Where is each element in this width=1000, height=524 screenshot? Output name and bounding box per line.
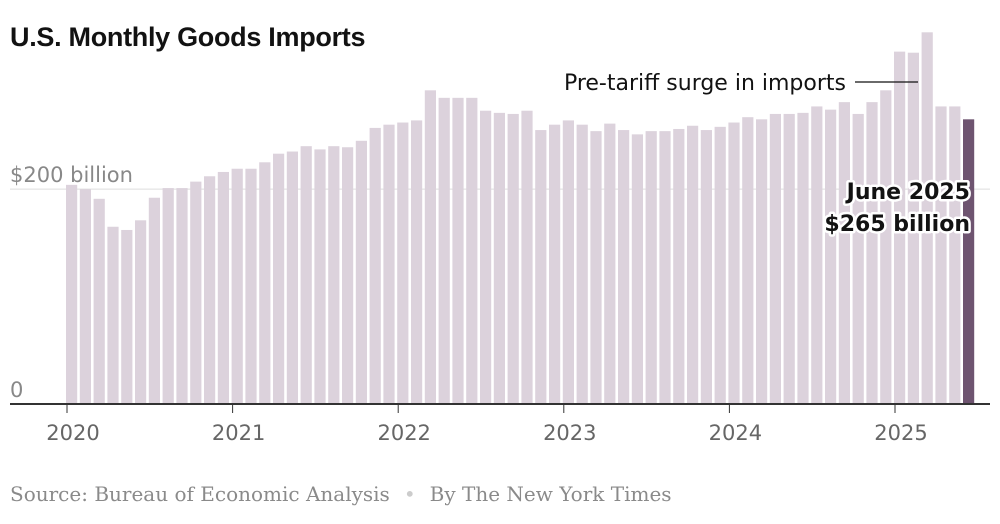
annotation-surge: Pre-tariff surge in imports bbox=[564, 71, 846, 96]
bar bbox=[79, 189, 91, 404]
bar bbox=[397, 122, 409, 404]
bar bbox=[411, 120, 423, 404]
bar bbox=[825, 109, 837, 404]
bar bbox=[535, 130, 547, 405]
bar bbox=[217, 171, 229, 404]
annotation-june-2025: June 2025 bbox=[845, 180, 970, 205]
bar bbox=[921, 32, 933, 404]
bar bbox=[493, 112, 505, 405]
bar bbox=[714, 126, 726, 404]
bar bbox=[880, 90, 892, 405]
bar bbox=[866, 102, 878, 404]
y-tick-label: 0 bbox=[10, 378, 23, 402]
bar bbox=[756, 119, 768, 405]
bar bbox=[631, 134, 643, 404]
bar bbox=[438, 97, 450, 404]
y-tick-label: $200 billion bbox=[10, 163, 133, 187]
x-tick-label: 2021 bbox=[212, 421, 265, 445]
bar bbox=[424, 90, 436, 405]
annotation-value-265: $265 billion bbox=[824, 212, 970, 237]
bar bbox=[907, 52, 919, 405]
source-line: Source: Bureau of Economic Analysis • By T… bbox=[10, 482, 672, 506]
bar bbox=[121, 229, 133, 404]
labels: 0 $200 billion 2020 2021 2022 2023 2024 2025 Pre… bbox=[10, 71, 973, 445]
bar bbox=[383, 124, 395, 404]
bar bbox=[93, 198, 105, 404]
bar bbox=[135, 220, 147, 404]
bar bbox=[176, 188, 188, 404]
bar bbox=[507, 113, 519, 404]
bar bbox=[480, 110, 492, 404]
bar bbox=[852, 113, 864, 404]
x-tick-label: 2022 bbox=[377, 421, 430, 445]
bar bbox=[162, 188, 174, 404]
bar bbox=[645, 131, 657, 405]
bar bbox=[107, 226, 119, 404]
bar bbox=[894, 51, 906, 405]
bar bbox=[687, 125, 699, 404]
byline: By The New York Times bbox=[429, 482, 672, 506]
x-tick-label: 2023 bbox=[543, 421, 596, 445]
bar bbox=[190, 181, 202, 404]
bar bbox=[797, 112, 809, 405]
bar bbox=[66, 184, 78, 404]
bar bbox=[204, 176, 216, 404]
bar bbox=[935, 106, 947, 405]
bar bbox=[659, 131, 671, 405]
bar bbox=[576, 124, 588, 404]
bar bbox=[452, 97, 464, 404]
bar bbox=[783, 113, 795, 404]
bar bbox=[769, 113, 781, 404]
bar bbox=[231, 168, 243, 404]
x-tick-label: 2020 bbox=[46, 421, 99, 445]
bar bbox=[245, 168, 257, 404]
bar bbox=[259, 162, 271, 404]
bar bbox=[369, 127, 381, 404]
separator-dot: • bbox=[403, 482, 416, 506]
bar bbox=[700, 130, 712, 405]
bars bbox=[66, 32, 975, 405]
bar bbox=[314, 149, 326, 404]
bar bbox=[300, 146, 312, 404]
bar-chart: 0 $200 billion 2020 2021 2022 2023 2024 2025 Pre… bbox=[10, 32, 990, 445]
bar bbox=[342, 147, 354, 404]
axes bbox=[10, 403, 990, 413]
bar bbox=[273, 153, 285, 404]
bar bbox=[949, 106, 961, 405]
x-tick-label: 2025 bbox=[874, 421, 927, 445]
bar bbox=[811, 106, 823, 405]
bar bbox=[328, 146, 340, 404]
bar bbox=[286, 151, 298, 404]
bar bbox=[728, 122, 740, 404]
bar bbox=[742, 117, 754, 404]
bar bbox=[562, 120, 574, 404]
bar bbox=[355, 140, 367, 405]
bar bbox=[618, 130, 630, 405]
source-label: Source: bbox=[10, 482, 88, 506]
bar bbox=[604, 123, 616, 405]
bar bbox=[148, 197, 160, 404]
bar bbox=[590, 131, 602, 405]
bar bbox=[549, 124, 561, 404]
bar bbox=[838, 102, 850, 404]
bar bbox=[673, 128, 685, 405]
bar bbox=[466, 97, 478, 404]
chart-title: U.S. Monthly Goods Imports bbox=[10, 22, 366, 52]
x-tick-label: 2024 bbox=[709, 421, 762, 445]
source-name: Bureau of Economic Analysis bbox=[94, 482, 390, 506]
bar-highlight bbox=[963, 119, 975, 405]
bar bbox=[521, 110, 533, 404]
